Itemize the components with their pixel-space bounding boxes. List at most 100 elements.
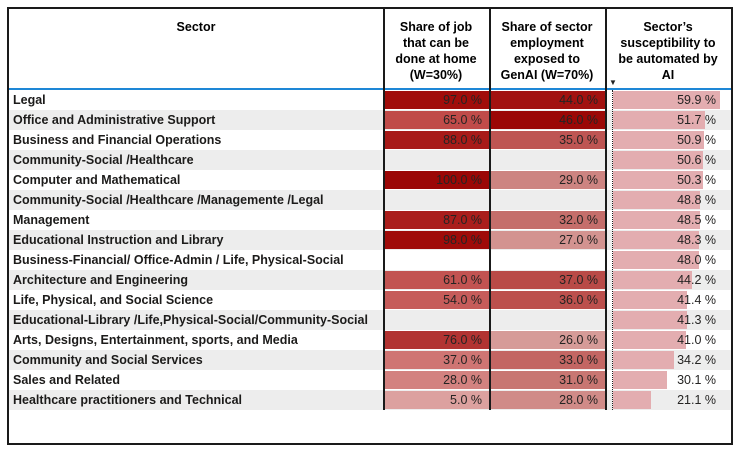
genai-exposure-value: [598, 313, 605, 327]
color-scale-fill: [489, 131, 605, 149]
table-row[interactable]: Healthcare practitioners and Technical 5…: [9, 390, 731, 410]
ai-susceptibility-cell: 48.3 %: [605, 230, 731, 250]
genai-exposure-cell: 37.0 %: [489, 270, 605, 290]
color-scale-fill: [489, 311, 605, 329]
data-bar-area: [613, 371, 731, 389]
genai-exposure-value: [598, 253, 605, 267]
table-row[interactable]: Management 87.0 % 32.0 % 48.5 %: [9, 210, 731, 230]
ai-susceptibility-value: 50.3 %: [677, 173, 716, 187]
data-bar-area: [613, 271, 731, 289]
data-bar-area: [613, 231, 731, 249]
column-separator-1: [383, 9, 385, 410]
data-bar-area: [613, 391, 731, 409]
ai-susceptibility-cell: 50.3 %: [605, 170, 731, 190]
ai-susceptibility-cell: 50.9 %: [605, 130, 731, 150]
sector-name-cell: Community and Social Services: [9, 350, 383, 370]
share-home-value: 54.0 %: [443, 293, 482, 307]
genai-exposure-value: 37.0 %: [559, 273, 598, 287]
column-header-genai-exposure[interactable]: Share of sector employment exposed to Ge…: [489, 9, 605, 88]
data-bar: [613, 291, 687, 309]
ai-susceptibility-value: 48.3 %: [677, 233, 716, 247]
table-row[interactable]: Business and Financial Operations 88.0 %…: [9, 130, 731, 150]
table-row[interactable]: Computer and Mathematical 100.0 % 29.0 %…: [9, 170, 731, 190]
sort-descending-icon[interactable]: ▼: [609, 78, 617, 87]
share-home-value: 76.0 %: [443, 333, 482, 347]
data-bar: [613, 231, 699, 249]
ai-susceptibility-cell: 51.7 %: [605, 110, 731, 130]
sector-name-cell: Community-Social /Healthcare: [9, 150, 383, 170]
share-home-cell: [383, 190, 489, 210]
ai-susceptibility-value: 48.8 %: [677, 193, 716, 207]
color-scale-fill: [383, 211, 489, 229]
table-row[interactable]: Business-Financial/ Office-Admin / Life,…: [9, 250, 731, 270]
genai-exposure-value: [598, 193, 605, 207]
genai-exposure-cell: 28.0 %: [489, 390, 605, 410]
table-row[interactable]: Architecture and Engineering 61.0 % 37.0…: [9, 270, 731, 290]
table-row[interactable]: Life, Physical, and Social Science 54.0 …: [9, 290, 731, 310]
ai-susceptibility-value: 48.5 %: [677, 213, 716, 227]
sector-name-cell: Legal: [9, 90, 383, 110]
color-scale-fill: [489, 391, 605, 409]
genai-exposure-value: 32.0 %: [559, 213, 598, 227]
color-scale-fill: [383, 271, 489, 289]
color-scale-fill: [383, 91, 489, 109]
color-scale-fill: [489, 291, 605, 309]
color-scale-fill: [383, 231, 489, 249]
table-row[interactable]: Community and Social Services 37.0 % 33.…: [9, 350, 731, 370]
share-home-value: 97.0 %: [443, 93, 482, 107]
table-visual-frame: Sector Share of job that can be done at …: [7, 7, 733, 445]
share-home-value: 28.0 %: [443, 373, 482, 387]
table-row[interactable]: Office and Administrative Support 65.0 %…: [9, 110, 731, 130]
ai-susceptibility-cell: 41.0 %: [605, 330, 731, 350]
ai-susceptibility-cell: 34.2 %: [605, 350, 731, 370]
genai-exposure-cell: 32.0 %: [489, 210, 605, 230]
sector-name-cell: Business and Financial Operations: [9, 130, 383, 150]
data-bar-area: [613, 331, 731, 349]
color-scale-fill: [489, 331, 605, 349]
share-home-cell: 28.0 %: [383, 370, 489, 390]
share-home-value: [482, 313, 489, 327]
color-scale-fill: [383, 131, 489, 149]
column-header-share-home[interactable]: Share of job that can be done at home (W…: [383, 9, 489, 88]
data-bar: [613, 131, 704, 149]
data-bar: [613, 311, 687, 329]
ai-susceptibility-cell: 48.0 %: [605, 250, 731, 270]
genai-exposure-cell: [489, 310, 605, 330]
table-row[interactable]: Legal 97.0 % 44.0 % 59.9 %: [9, 90, 731, 110]
share-home-value: 65.0 %: [443, 113, 482, 127]
sector-name-label: Arts, Designs, Entertainment, sports, an…: [13, 333, 298, 347]
table-row[interactable]: Community-Social /Healthcare /Management…: [9, 190, 731, 210]
color-scale-fill: [489, 251, 605, 269]
table-row[interactable]: Educational-Library /Life,Physical-Socia…: [9, 310, 731, 330]
data-bar: [613, 211, 700, 229]
table-row[interactable]: Arts, Designs, Entertainment, sports, an…: [9, 330, 731, 350]
color-scale-fill: [383, 111, 489, 129]
color-scale-fill: [383, 391, 489, 409]
color-scale-fill: [489, 231, 605, 249]
genai-exposure-value: 35.0 %: [559, 133, 598, 147]
data-bar-area: [613, 91, 731, 109]
ai-susceptibility-value: 51.7 %: [677, 113, 716, 127]
ai-susceptibility-value: 50.9 %: [677, 133, 716, 147]
color-scale-fill: [383, 171, 489, 189]
table-row[interactable]: Sales and Related 28.0 % 31.0 % 30.1 %: [9, 370, 731, 390]
table-row[interactable]: Educational Instruction and Library 98.0…: [9, 230, 731, 250]
share-home-cell: [383, 250, 489, 270]
data-bar: [613, 331, 686, 349]
table-body: Legal 97.0 % 44.0 % 59.9 % Office and Ad…: [9, 90, 731, 410]
column-header-ai-susceptibility[interactable]: Sector’s susceptibility to be automated …: [605, 9, 731, 88]
color-scale-fill: [489, 191, 605, 209]
ai-susceptibility-value: 41.0 %: [677, 333, 716, 347]
share-home-cell: 97.0 %: [383, 90, 489, 110]
column-header-sector[interactable]: Sector: [9, 9, 383, 88]
column-header-ai-susceptibility-label: Sector’s susceptibility to be automated …: [618, 20, 718, 82]
table-row[interactable]: Community-Social /Healthcare 50.6 %: [9, 150, 731, 170]
share-home-cell: 100.0 %: [383, 170, 489, 190]
share-home-cell: 98.0 %: [383, 230, 489, 250]
color-scale-fill: [383, 331, 489, 349]
data-bar-area: [613, 171, 731, 189]
genai-exposure-value: 26.0 %: [559, 333, 598, 347]
sector-name-label: Architecture and Engineering: [13, 273, 189, 287]
sector-name-label: Computer and Mathematical: [13, 173, 181, 187]
share-home-value: 37.0 %: [443, 353, 482, 367]
